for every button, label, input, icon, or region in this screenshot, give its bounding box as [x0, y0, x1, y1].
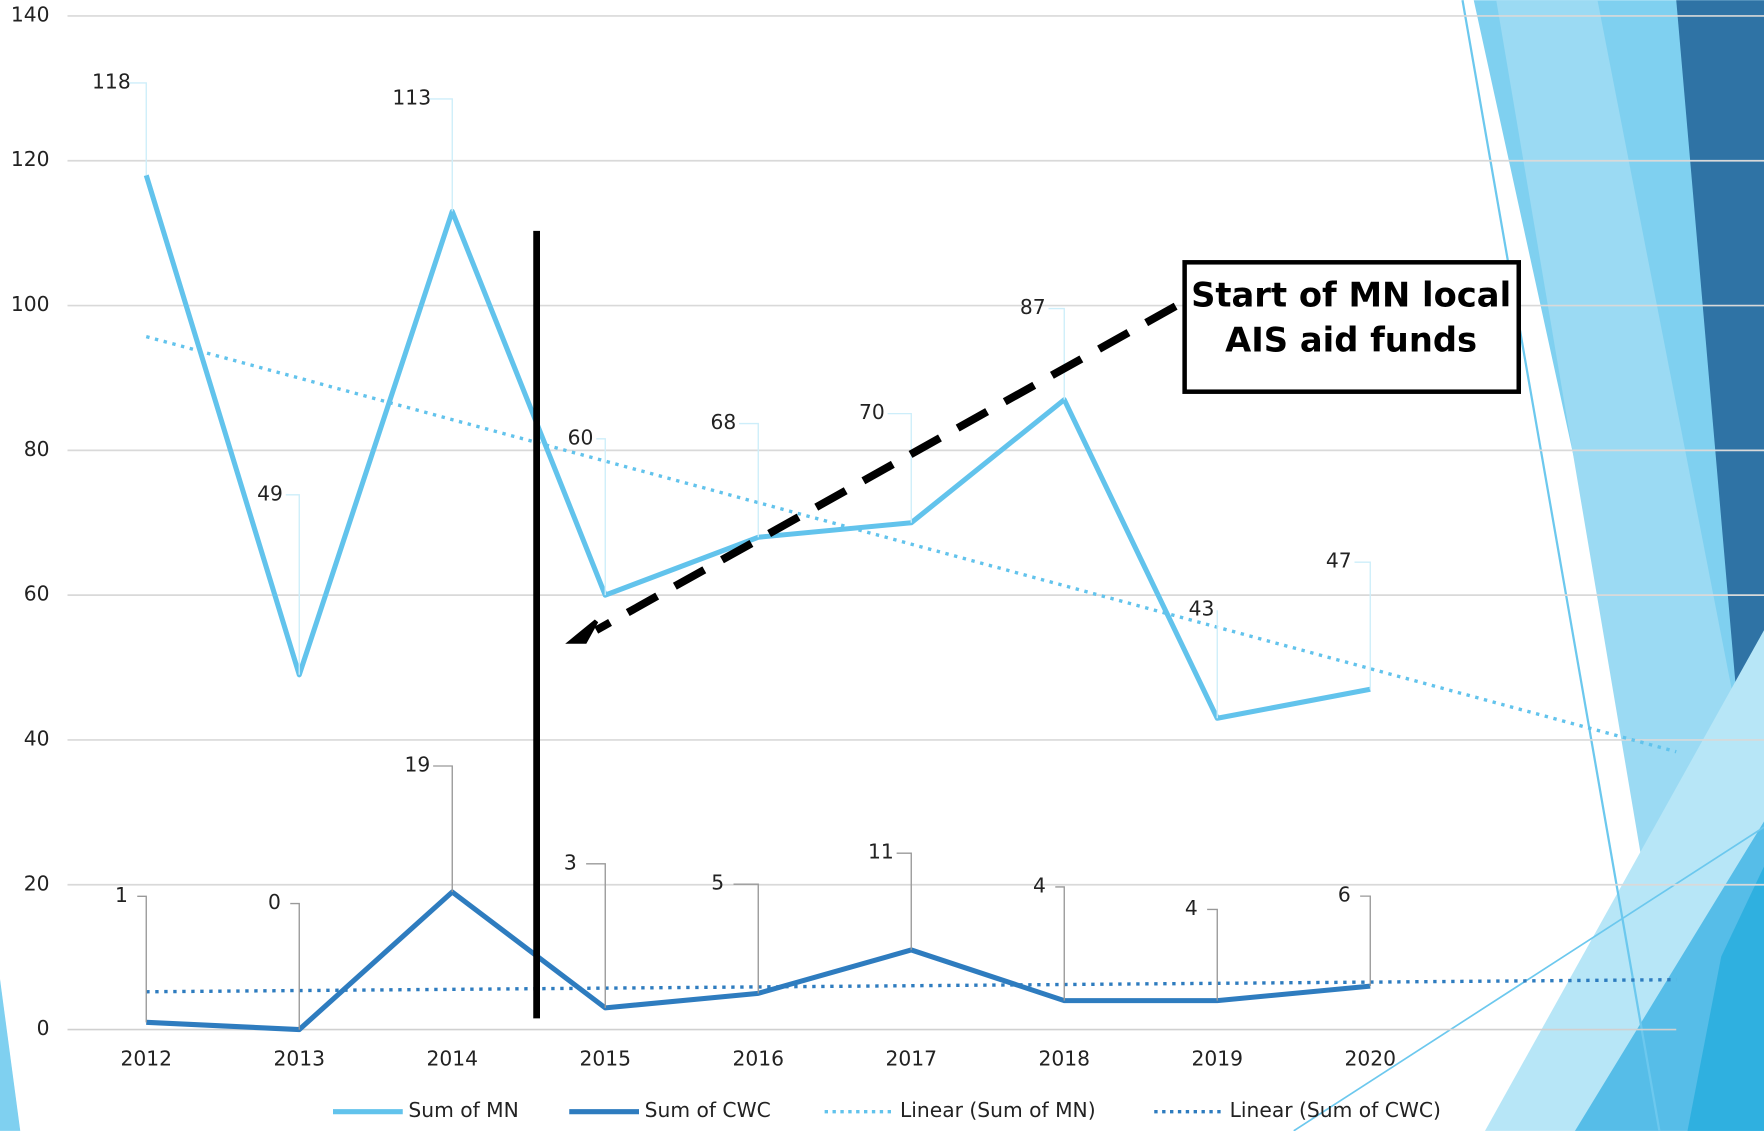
- x-tick-label: 2017: [885, 1046, 937, 1070]
- x-tick-label: 2016: [732, 1046, 784, 1070]
- data-label: 49: [257, 481, 283, 505]
- annotation-arrow: [596, 306, 1175, 630]
- y-tick-label: 20: [24, 871, 50, 895]
- data-label: 4: [1185, 896, 1198, 920]
- leader-line: [290, 904, 299, 1030]
- y-tick-label: 60: [24, 582, 50, 606]
- leader-line: [897, 853, 912, 950]
- trendline: [146, 337, 1676, 752]
- annotation-text: Start of MN local: [1191, 276, 1511, 315]
- data-label: 0: [268, 890, 281, 914]
- x-tick-label: 2018: [1038, 1046, 1090, 1070]
- y-tick-label: 100: [11, 292, 50, 316]
- leader-line: [433, 766, 452, 892]
- leader-line: [1360, 896, 1370, 986]
- data-label: 60: [568, 425, 594, 449]
- leader-line: [428, 99, 453, 212]
- legend: Sum of MN Sum of CWC Linear (Sum of MN) Lin…: [333, 1098, 1441, 1122]
- x-tick-label: 2014: [426, 1046, 478, 1070]
- y-tick-label: 120: [11, 147, 50, 171]
- arrow-head: [572, 621, 597, 641]
- annotation-text: AIS aid funds: [1225, 321, 1477, 360]
- data-label: 70: [859, 400, 885, 424]
- legend-label: Sum of MN: [408, 1098, 518, 1122]
- data-label: 3: [564, 850, 577, 874]
- data-label: 1: [115, 883, 128, 907]
- y-tick-label: 40: [24, 726, 50, 750]
- data-label: 19: [404, 752, 430, 776]
- y-tick-label: 80: [24, 437, 50, 461]
- x-tick-label: 2020: [1344, 1046, 1396, 1070]
- data-label: 113: [392, 85, 431, 109]
- legend-label: Sum of CWC: [645, 1098, 771, 1122]
- leader-line: [739, 424, 758, 538]
- data-label: 68: [710, 410, 736, 434]
- data-label: 6: [1338, 883, 1351, 907]
- data-label: 11: [868, 840, 894, 864]
- leader-line: [1355, 562, 1371, 689]
- x-tick-label: 2019: [1191, 1046, 1243, 1070]
- data-label: 47: [1326, 549, 1352, 573]
- data-label: 43: [1189, 597, 1215, 621]
- x-tick-label: 2012: [120, 1046, 172, 1070]
- y-tick-label: 0: [37, 1016, 50, 1040]
- legend-label: Linear (Sum of MN): [900, 1098, 1096, 1122]
- legend-label: Linear (Sum of CWC): [1230, 1098, 1441, 1122]
- trendline: [146, 980, 1676, 992]
- leader-line: [1049, 309, 1065, 400]
- x-tick-label: 2013: [273, 1046, 325, 1070]
- y-tick-label: 140: [11, 2, 50, 26]
- x-tick-label: 2015: [579, 1046, 631, 1070]
- data-label: 118: [92, 69, 131, 93]
- data-label: 5: [711, 871, 724, 895]
- leader-line: [1207, 909, 1217, 1000]
- data-label: 87: [1020, 295, 1046, 319]
- leader-line: [734, 884, 759, 993]
- data-label: 4: [1033, 873, 1046, 897]
- leader-line: [137, 896, 146, 1022]
